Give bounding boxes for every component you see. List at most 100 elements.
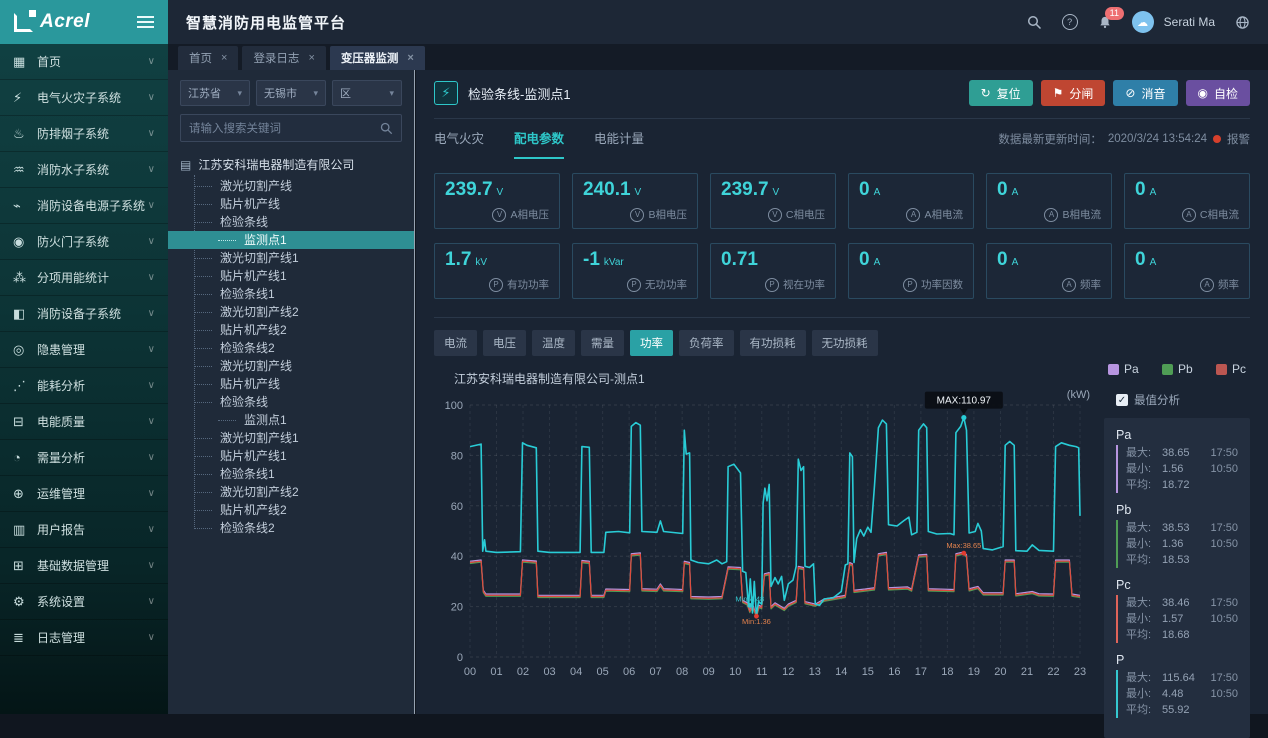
tree-item[interactable]: 贴片机产线1 bbox=[180, 447, 402, 465]
region-select-1[interactable]: 无锡市 ▾ bbox=[256, 80, 326, 106]
tree-item[interactable]: 检验条线1 bbox=[180, 285, 402, 303]
stat-card-A相电压: 239.7 V V A相电压 bbox=[434, 173, 560, 229]
sidebar-item-energy-subitem[interactable]: ⁂ 分项用能统计 ∨ bbox=[0, 260, 168, 296]
tree-item[interactable]: 检验条线 bbox=[180, 393, 402, 411]
tab-登录日志[interactable]: 登录日志 × bbox=[242, 46, 326, 70]
svg-text:40: 40 bbox=[451, 551, 463, 563]
search-icon[interactable] bbox=[1027, 15, 1042, 30]
tab-close-icon[interactable]: × bbox=[308, 52, 315, 64]
tree-search-input[interactable]: 请输入搜索关键词 bbox=[180, 114, 402, 142]
power-line-chart[interactable]: 0 20 40 60 80 100 00 01 02 03 04 05 06 07 08 09 10 11 12 13… bbox=[434, 387, 1094, 683]
detail-tab-电能计量[interactable]: 电能计量 bbox=[594, 132, 645, 146]
tab-变压器监测[interactable]: 变压器监测 × bbox=[329, 46, 425, 70]
tab-close-icon[interactable]: × bbox=[221, 52, 228, 64]
stats-row: 最大: 38.53 17:50 bbox=[1126, 520, 1238, 536]
tree-item-selected[interactable]: 监测点1 bbox=[168, 231, 414, 249]
trip-button[interactable]: ⚑ 分闸 bbox=[1040, 80, 1106, 106]
region-select-2[interactable]: 区 ▾ bbox=[332, 80, 402, 106]
stats-key: 最小: bbox=[1126, 613, 1152, 625]
max-analysis-checkbox[interactable]: ✓ 最值分析 bbox=[1116, 394, 1180, 407]
sidebar-item-home[interactable]: ▦ 首页 ∨ bbox=[0, 44, 168, 80]
metric-chip-需量[interactable]: 需量 bbox=[581, 330, 624, 356]
stat-unit: V bbox=[634, 187, 642, 198]
reset-button[interactable]: ↻ 复位 bbox=[968, 80, 1033, 106]
tree-item[interactable]: 检验条线2 bbox=[180, 519, 402, 537]
tree-item[interactable]: 贴片机产线2 bbox=[180, 321, 402, 339]
tree-root-company[interactable]: ▤ 江苏安科瑞电器制造有限公司 bbox=[180, 157, 355, 173]
company-building-icon: ▤ bbox=[180, 157, 192, 172]
stats-row: 最小: 4.48 10:50 bbox=[1126, 686, 1238, 702]
detail-tab-配电参数[interactable]: 配电参数 bbox=[514, 119, 565, 159]
legend-Pc[interactable]: Pc bbox=[1215, 362, 1246, 376]
help-icon[interactable]: ? bbox=[1061, 14, 1078, 30]
open-tabs-strip: 首页 × 登录日志 × 变压器监测 × bbox=[168, 44, 1268, 70]
sidebar-item-hazard[interactable]: ◎ 隐患管理 ∨ bbox=[0, 332, 168, 368]
region-select-0[interactable]: 江苏省 ▾ bbox=[180, 80, 250, 106]
tree-item[interactable]: 贴片机产线 bbox=[180, 375, 402, 393]
sidebar-item-system-settings[interactable]: ⚙ 系统设置 ∨ bbox=[0, 584, 168, 620]
legend-swatch bbox=[1108, 363, 1119, 375]
stat-label-text: A相电压 bbox=[510, 209, 549, 221]
sidebar-item-fire-door[interactable]: ◉ 防火门子系统 ∨ bbox=[0, 224, 168, 260]
hamburger-menu-icon[interactable] bbox=[137, 16, 154, 28]
self-check-button[interactable]: ◉ 自检 bbox=[1185, 80, 1250, 106]
update-time: 2020/3/24 13:54:24 bbox=[1107, 133, 1207, 145]
metric-chip-有功损耗[interactable]: 有功损耗 bbox=[739, 330, 806, 356]
detail-tab-电气火灾[interactable]: 电气火灾 bbox=[434, 132, 485, 146]
sidebar-item-smoke-control[interactable]: ♨ 防排烟子系统 ∨ bbox=[0, 116, 168, 152]
sidebar-item-base-data[interactable]: ⊞ 基础数据管理 ∨ bbox=[0, 548, 168, 584]
stats-row: 最小: 1.57 10:50 bbox=[1126, 611, 1238, 627]
legend-Pb[interactable]: Pb bbox=[1161, 362, 1193, 376]
legend-Pa[interactable]: Pa bbox=[1108, 362, 1139, 376]
sidebar-item-power-quality[interactable]: ⊟ 电能质量 ∨ bbox=[0, 404, 168, 440]
chevron-down-icon: ∨ bbox=[147, 596, 155, 607]
legend-swatch bbox=[1161, 363, 1173, 375]
metric-chip-功率[interactable]: 功率 bbox=[630, 330, 673, 356]
sidebar-item-energy-analysis[interactable]: ⋰ 能耗分析 ∨ bbox=[0, 368, 168, 404]
tree-item[interactable]: 检验条线2 bbox=[180, 339, 402, 357]
tab-close-icon[interactable]: × bbox=[407, 52, 414, 64]
stat-value: 239.7 V bbox=[445, 179, 504, 200]
stat-unit: V bbox=[496, 187, 504, 198]
svg-text:20: 20 bbox=[994, 666, 1006, 678]
tree-item[interactable]: 监测点1 bbox=[180, 411, 402, 429]
chevron-down-icon: ∨ bbox=[147, 632, 155, 643]
tree-item[interactable]: 激光切割产线 bbox=[180, 177, 402, 195]
user-menu[interactable]: ☁ bbox=[1131, 11, 1154, 33]
metric-chip-电流[interactable]: 电流 bbox=[434, 330, 477, 356]
sidebar-item-user-report[interactable]: ▥ 用户报告 ∨ bbox=[0, 512, 168, 548]
sidebar-item-fire-power[interactable]: ⌁ 消防设备电源子系统 ∨ bbox=[0, 188, 168, 224]
stat-value: 0.71 bbox=[721, 249, 758, 270]
metric-chip-无功损耗[interactable]: 无功损耗 bbox=[811, 330, 878, 356]
tab-首页[interactable]: 首页 × bbox=[178, 46, 239, 70]
chevron-down-icon: ∨ bbox=[147, 524, 155, 535]
app-title: 智慧消防用电监管平台 bbox=[186, 14, 347, 32]
stat-unit: A bbox=[1149, 187, 1157, 198]
stat-label-text: 视在功率 bbox=[783, 279, 825, 291]
tree-item[interactable]: 激光切割产线2 bbox=[180, 303, 402, 321]
tree-item[interactable]: 激光切割产线1 bbox=[180, 429, 402, 447]
sidebar-item-log-mgmt[interactable]: ≣ 日志管理 ∨ bbox=[0, 620, 168, 656]
sidebar-item-demand-analysis[interactable]: ◔ 需量分析 ∨ bbox=[0, 440, 168, 476]
metric-chip-电压[interactable]: 电压 bbox=[483, 330, 526, 356]
tree-item[interactable]: 检验条线1 bbox=[180, 465, 402, 483]
sidebar-item-fire-water[interactable]: ♒ 消防水子系统 ∨ bbox=[0, 152, 168, 188]
tree-item[interactable]: 检验条线 bbox=[180, 213, 402, 231]
language-globe-icon[interactable] bbox=[1235, 15, 1250, 30]
tree-item[interactable]: 激光切割产线1 bbox=[180, 249, 402, 267]
mute-button[interactable]: ⊘ 消音 bbox=[1113, 80, 1178, 106]
sidebar-item-om-mgmt[interactable]: ⊕ 运维管理 ∨ bbox=[0, 476, 168, 512]
stats-value: 4.48 bbox=[1162, 688, 1184, 700]
tree-item[interactable]: 贴片机产线1 bbox=[180, 267, 402, 285]
tree-item[interactable]: 贴片机产线2 bbox=[180, 501, 402, 519]
notification-bell-icon[interactable]: 11 bbox=[1098, 7, 1124, 29]
chevron-down-icon: ▾ bbox=[389, 87, 394, 98]
metric-chip-负荷率[interactable]: 负荷率 bbox=[679, 330, 734, 356]
tree-item[interactable]: 激光切割产线2 bbox=[180, 483, 402, 501]
sidebar-item-electrical-fire[interactable]: ⚡ 电气火灾子系统 ∨ bbox=[0, 80, 168, 116]
tree-item[interactable]: 贴片机产线 bbox=[180, 195, 402, 213]
metric-chip-温度[interactable]: 温度 bbox=[532, 330, 575, 356]
sidebar-item-fire-devices[interactable]: ◧ 消防设备子系统 ∨ bbox=[0, 296, 168, 332]
tree-item[interactable]: 激光切割产线 bbox=[180, 357, 402, 375]
